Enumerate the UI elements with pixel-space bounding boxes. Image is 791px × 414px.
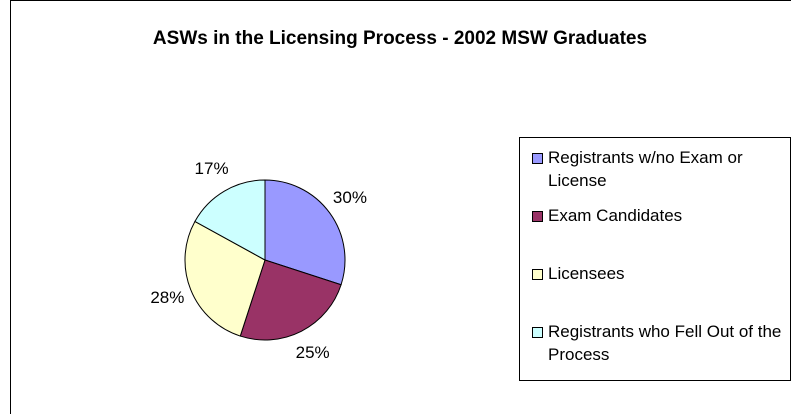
data-label: 30% xyxy=(333,188,367,207)
pie-slice xyxy=(264,179,346,286)
chart-title: ASWs in the Licensing Process - 2002 MSW… xyxy=(152,28,648,49)
legend-label: Exam Candidates xyxy=(548,206,683,225)
legend-item: Exam Candidates xyxy=(532,204,790,227)
legend-item: Registrants who Fell Out of the Process xyxy=(532,320,790,366)
legend-swatch xyxy=(532,153,543,164)
legend-swatch xyxy=(532,327,543,338)
pie-slice xyxy=(194,179,266,261)
legend-label: Licensees xyxy=(548,264,625,283)
data-label: 17% xyxy=(195,159,229,178)
legend-swatch xyxy=(532,269,543,280)
data-label: 28% xyxy=(150,288,184,307)
legend: Registrants w/no Exam or License Exam Can… xyxy=(519,137,791,381)
pie-slice xyxy=(184,220,266,337)
legend-item: Registrants w/no Exam or License xyxy=(532,146,790,192)
data-label: 25% xyxy=(296,343,330,362)
legend-label: Registrants w/no Exam or License xyxy=(548,148,743,190)
legend-label: Registrants who Fell Out of the Process xyxy=(548,322,782,364)
legend-item: Licensees xyxy=(532,262,790,285)
chart-frame xyxy=(10,0,791,414)
pie-slice xyxy=(239,259,342,341)
legend-swatch xyxy=(532,211,543,222)
